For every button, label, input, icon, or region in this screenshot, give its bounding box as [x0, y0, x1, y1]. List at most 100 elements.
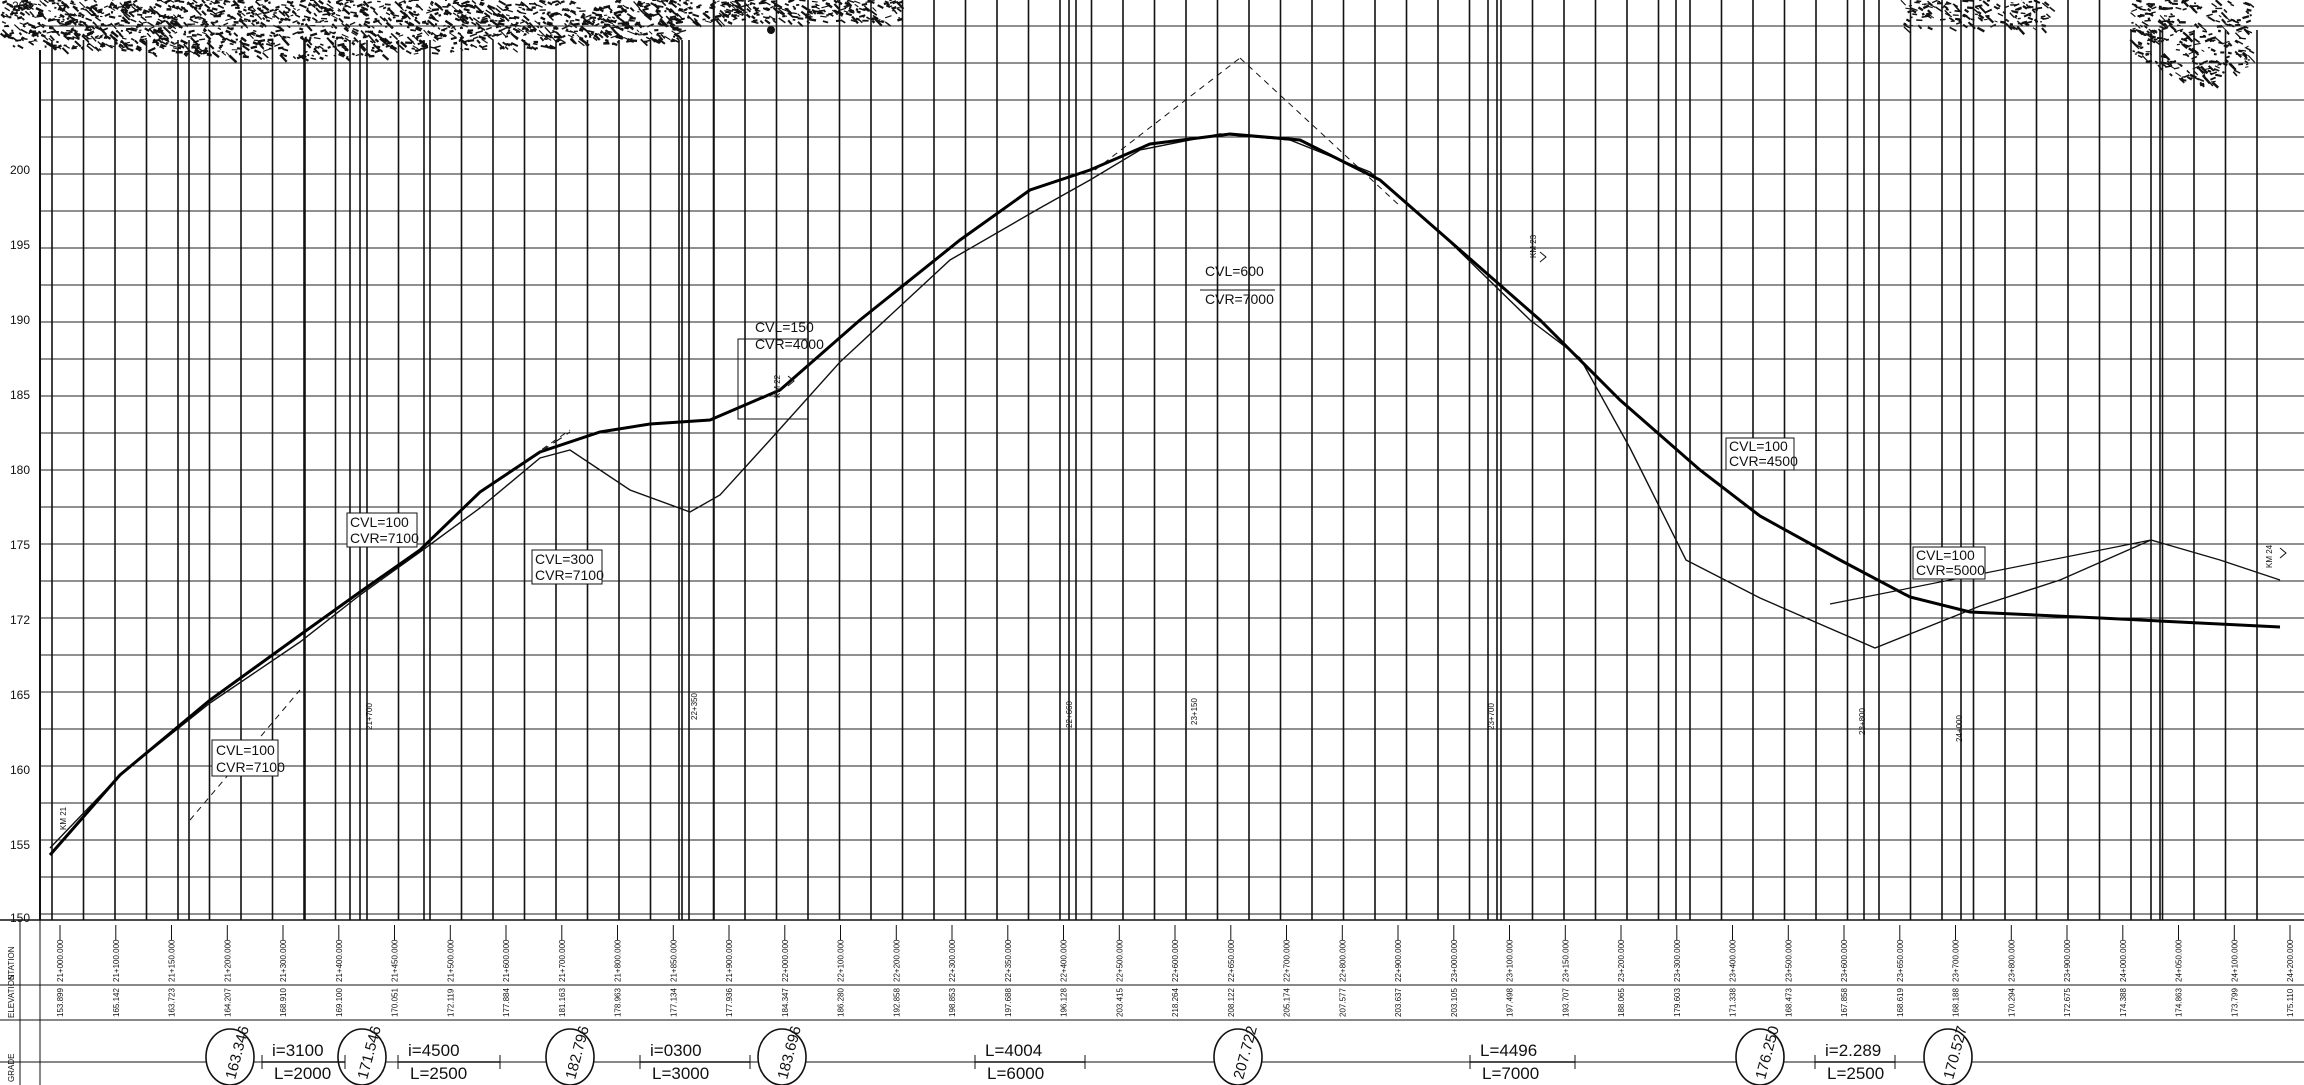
- band-elevation: 165.142: [112, 988, 121, 1017]
- band-chainage: 23+700.000: [1952, 939, 1961, 982]
- band-elevation: 193.707: [1561, 988, 1570, 1017]
- svg-text:CVR=7100: CVR=7100: [350, 530, 419, 546]
- band-chainage: 24+050.000: [2175, 939, 2184, 982]
- band-elevation: 188.065: [1617, 988, 1626, 1017]
- km-post-22: KM 22: [773, 374, 795, 398]
- band-elevation: 186.280: [837, 988, 846, 1017]
- band-elevation: 172.119: [446, 988, 455, 1017]
- band-chainages: 21+000.000 21+100.000 21+150.000 21+200.000…: [56, 939, 2295, 982]
- band-chainage: 24+000.000: [2119, 939, 2128, 982]
- band-chainage: 23+500.000: [1784, 939, 1793, 982]
- grade-value: i=4500: [408, 1041, 460, 1060]
- band-elevation: 153.899: [56, 988, 65, 1017]
- km-post-21: KM 21: [59, 806, 68, 830]
- band-chainage: 21+400.000: [335, 939, 344, 982]
- svg-text:CVL=100: CVL=100: [350, 514, 409, 530]
- svg-text:CVL=600: CVL=600: [1205, 263, 1264, 279]
- pvi-circle: [205, 1028, 255, 1085]
- curve-label-5: CVL=600 CVR=7000: [1200, 263, 1275, 307]
- band-elevation: 198.853: [948, 988, 957, 1017]
- band-chainage: 21+900.000: [725, 939, 734, 982]
- grade-value: i=0300: [650, 1041, 702, 1060]
- profile-station-label: 23+700: [1487, 703, 1496, 730]
- band-chainage: 22+650.000: [1227, 939, 1236, 982]
- pvi-circle: [545, 1028, 595, 1085]
- band-chainage: 22+700.000: [1283, 939, 1292, 982]
- band-elevation: 203.637: [1394, 988, 1403, 1017]
- secondary-line: [1829, 539, 2152, 605]
- band-elevation: 170.294: [2007, 988, 2016, 1017]
- band-elevation: 168.619: [1896, 988, 1905, 1017]
- band-elevation: 168.188: [1952, 988, 1961, 1017]
- band-elevation: 173.799: [2230, 988, 2239, 1017]
- elevation-axis: 200 195 190 185 180 175 172 165 160 155 150: [10, 163, 30, 925]
- elevation-tick-label: 180: [10, 463, 30, 477]
- band-chainage: 21+700.000: [558, 939, 567, 982]
- profile-station-label: 23+150: [1190, 698, 1199, 725]
- terrain-hatching: [0, 0, 2256, 89]
- profile-station-label: 22+660: [1065, 701, 1074, 728]
- band-chainage: 21+300.000: [279, 939, 288, 982]
- profile-station-labels: 21+700 22+350 22+660 23+150 23+700 23+800 24+0…: [365, 693, 1964, 742]
- svg-text:CVR=4500: CVR=4500: [1729, 453, 1798, 469]
- curve-label-3: CVL=300 CVR=7100: [531, 549, 604, 585]
- elevation-tick-label: 190: [10, 313, 30, 327]
- band-chainage: 22+300.000: [948, 939, 957, 982]
- band-elevation: 169.100: [335, 988, 344, 1017]
- svg-text:KM 22: KM 22: [773, 374, 782, 398]
- band-chainage: 23+300.000: [1673, 939, 1682, 982]
- band-chainage: 23+600.000: [1840, 939, 1849, 982]
- svg-text:CVR=5000: CVR=5000: [1916, 562, 1985, 578]
- band-elevation: 175.110: [2286, 988, 2295, 1017]
- band-chainage: 21+200.000: [223, 939, 232, 982]
- band-chainage: 22+800.000: [1338, 939, 1347, 982]
- svg-text:CVR=7100: CVR=7100: [216, 759, 285, 775]
- elevation-tick-label: 185: [10, 388, 30, 402]
- band-chainage: 23+900.000: [2063, 939, 2072, 982]
- band-header-chainage: STATION: [7, 946, 16, 980]
- band-chainage: 22+500.000: [1115, 939, 1124, 982]
- elevation-tick-label: 160: [10, 763, 30, 777]
- grade-length: L=2500: [410, 1064, 467, 1083]
- band-chainage: 22+600.000: [1171, 939, 1180, 982]
- band-elevation: 164.207: [223, 988, 232, 1017]
- band-elevation: 179.603: [1673, 988, 1682, 1017]
- grade-line: [48, 132, 2281, 856]
- grade-length: L=2000: [274, 1064, 331, 1083]
- band-elevation: 196.128: [1060, 988, 1069, 1017]
- curve-label-2: CVL=100 CVR=7100: [346, 512, 419, 548]
- curve-label-6: CVL=100 CVR=4500: [1725, 437, 1798, 471]
- band-chainage: 23+150.000: [1561, 939, 1570, 982]
- band-chainage: 21+850.000: [669, 939, 678, 982]
- band-chainage: 23+100.000: [1506, 939, 1515, 982]
- band-elevation: 181.163: [558, 988, 567, 1017]
- band-elevation: 168.473: [1784, 988, 1793, 1017]
- svg-text:KM 21: KM 21: [59, 806, 68, 830]
- profile-station-label: 24+000: [1955, 715, 1964, 742]
- band-elevation: 197.688: [1004, 988, 1013, 1017]
- band-elevation: 207.577: [1338, 988, 1347, 1017]
- grade-length: L=7000: [1482, 1064, 1539, 1083]
- band-elevation: 205.174: [1283, 988, 1292, 1017]
- band-elevation: 218.264: [1171, 988, 1180, 1017]
- axis-top-fragment: 205: [12, 0, 32, 13]
- band-chainage: 21+600.000: [502, 939, 511, 982]
- pvi-circle: [757, 1028, 807, 1085]
- band-chainage: 22+400.000: [1060, 939, 1069, 982]
- band-elevation: 172.675: [2063, 988, 2072, 1017]
- band-chainage: 21+150.000: [168, 939, 177, 982]
- svg-text:CVR=7000: CVR=7000: [1205, 291, 1274, 307]
- band-chainage: 24+100.000: [2230, 939, 2239, 982]
- grade-length: L=6000: [987, 1064, 1044, 1083]
- grade-value: L=4496: [1480, 1041, 1537, 1060]
- grade-value: i=3100: [272, 1041, 324, 1060]
- pvi-circle: [1735, 1028, 1785, 1085]
- elevation-tick-label: 172: [10, 613, 30, 627]
- ground-line: [49, 133, 2281, 849]
- grade-length: L=3000: [652, 1064, 709, 1083]
- elevation-tick-label: 200: [10, 163, 30, 177]
- band-chainage: 24+200.000: [2286, 939, 2295, 982]
- band-chainage: 22+100.000: [837, 939, 846, 982]
- curve-label-4: CVL=150 CVR=4000: [737, 319, 824, 420]
